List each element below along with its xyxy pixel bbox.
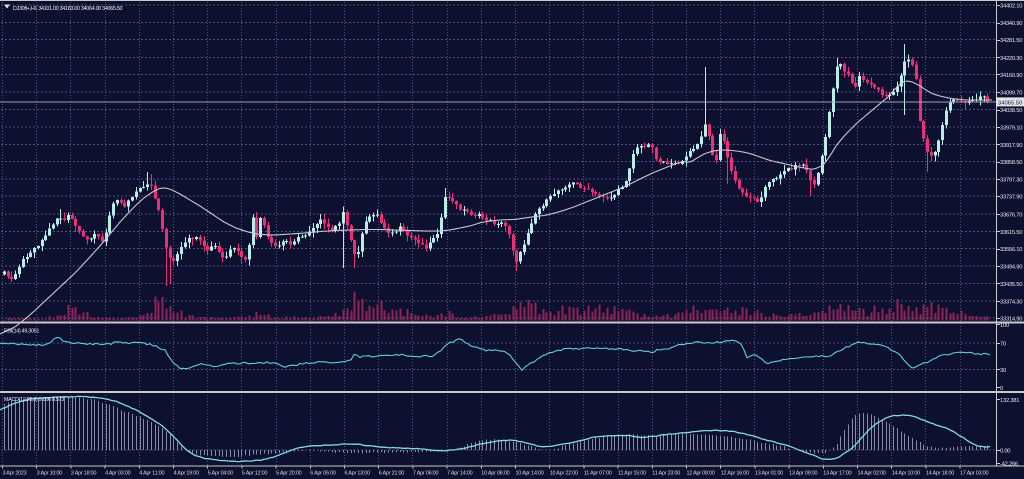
svg-text:33979.10: 33979.10 bbox=[1000, 125, 1022, 131]
svg-text:11 Apr 23:00: 11 Apr 23:00 bbox=[652, 471, 680, 477]
svg-text:33494.90: 33494.90 bbox=[1000, 265, 1022, 271]
svg-text:0: 0 bbox=[1000, 386, 1003, 392]
svg-text:12 Apr 16:00: 12 Apr 16:00 bbox=[721, 471, 749, 477]
svg-text:14 Apr 02:00: 14 Apr 02:00 bbox=[858, 471, 886, 477]
svg-text:6 Apr 05:00: 6 Apr 05:00 bbox=[310, 471, 336, 477]
svg-text:33435.50: 33435.50 bbox=[1000, 282, 1022, 288]
svg-text:33676.70: 33676.70 bbox=[1000, 212, 1022, 218]
svg-text:0.00: 0.00 bbox=[1000, 449, 1010, 455]
svg-text:4 Apr 11:00: 4 Apr 11:00 bbox=[139, 471, 164, 477]
svg-text:6 Apr 21:00: 6 Apr 21:00 bbox=[379, 471, 405, 477]
svg-text:33858.50: 33858.50 bbox=[1000, 160, 1022, 166]
svg-text:34281.50: 34281.50 bbox=[1000, 38, 1022, 44]
svg-text:34065.50: 34065.50 bbox=[998, 100, 1022, 106]
svg-text:13 Apr 01:00: 13 Apr 01:00 bbox=[755, 471, 783, 477]
svg-text:10 Apr 22:00: 10 Apr 22:00 bbox=[550, 471, 578, 477]
svg-text:5 Apr 12:00: 5 Apr 12:00 bbox=[242, 471, 268, 477]
svg-text:DJ30ft+,H1 34101.00 34183.00: DJ30ft+,H1 34101.00 34183.00 34064.00 34… bbox=[13, 6, 123, 12]
svg-text:12 Apr 08:00: 12 Apr 08:00 bbox=[687, 471, 715, 477]
svg-text:13 Apr 17:00: 13 Apr 17:00 bbox=[823, 471, 851, 477]
svg-text:132.381: 132.381 bbox=[1000, 398, 1019, 404]
svg-text:5 Apr 20:00: 5 Apr 20:00 bbox=[276, 471, 302, 477]
svg-text:10 Apr 06:00: 10 Apr 06:00 bbox=[481, 471, 509, 477]
svg-text:34402.10: 34402.10 bbox=[1000, 4, 1022, 10]
svg-text:33737.90: 33737.90 bbox=[1000, 195, 1022, 201]
svg-text:3 Apr 2023: 3 Apr 2023 bbox=[3, 471, 27, 477]
svg-text:17 Apr 03:00: 17 Apr 03:00 bbox=[960, 471, 988, 477]
svg-text:34220.30: 34220.30 bbox=[1000, 56, 1022, 62]
svg-text:33374.30: 33374.30 bbox=[1000, 299, 1022, 305]
svg-text:4 Apr 03:00: 4 Apr 03:00 bbox=[105, 471, 131, 477]
svg-text:14 Apr 18:00: 14 Apr 18:00 bbox=[926, 471, 954, 477]
svg-text:34160.90: 34160.90 bbox=[1000, 73, 1022, 79]
svg-text:6 Apr 13:00: 6 Apr 13:00 bbox=[345, 471, 371, 477]
svg-text:RSI(14) 49.3051: RSI(14) 49.3051 bbox=[4, 329, 39, 335]
svg-text:34038.50: 34038.50 bbox=[1000, 108, 1022, 114]
svg-text:14 Apr 10:00: 14 Apr 10:00 bbox=[892, 471, 920, 477]
svg-text:3 Apr 10:00: 3 Apr 10:00 bbox=[37, 471, 63, 477]
svg-text:34340.90: 34340.90 bbox=[1000, 21, 1022, 27]
svg-text:3 Apr 18:00: 3 Apr 18:00 bbox=[71, 471, 97, 477]
svg-text:33615.50: 33615.50 bbox=[1000, 230, 1022, 236]
svg-text:5 Apr 04:00: 5 Apr 04:00 bbox=[208, 471, 234, 477]
svg-text:30: 30 bbox=[1000, 368, 1006, 374]
svg-text:11 Apr 07:00: 11 Apr 07:00 bbox=[584, 471, 612, 477]
svg-text:4 Apr 19:00: 4 Apr 19:00 bbox=[174, 471, 200, 477]
svg-text:13 Apr 09:00: 13 Apr 09:00 bbox=[789, 471, 817, 477]
svg-text:7 Apr 06:00: 7 Apr 06:00 bbox=[413, 471, 439, 477]
svg-text:33314.90: 33314.90 bbox=[1000, 317, 1022, 323]
svg-text:10 Apr 14:00: 10 Apr 14:00 bbox=[516, 471, 544, 477]
svg-text:MACD(12,26,9) 9.006 8.573: MACD(12,26,9) 9.006 8.573 bbox=[4, 397, 64, 403]
svg-text:33556.10: 33556.10 bbox=[1000, 247, 1022, 253]
svg-text:70: 70 bbox=[1000, 342, 1006, 348]
svg-text:33797.30: 33797.30 bbox=[1000, 178, 1022, 184]
svg-text:11 Apr 15:00: 11 Apr 15:00 bbox=[618, 471, 646, 477]
svg-text:33917.90: 33917.90 bbox=[1000, 143, 1022, 149]
svg-text:-42.266: -42.266 bbox=[1000, 462, 1018, 468]
svg-text:100: 100 bbox=[1000, 323, 1009, 329]
svg-text:7 Apr 14:00: 7 Apr 14:00 bbox=[447, 471, 473, 477]
svg-text:34099.70: 34099.70 bbox=[1000, 91, 1022, 97]
